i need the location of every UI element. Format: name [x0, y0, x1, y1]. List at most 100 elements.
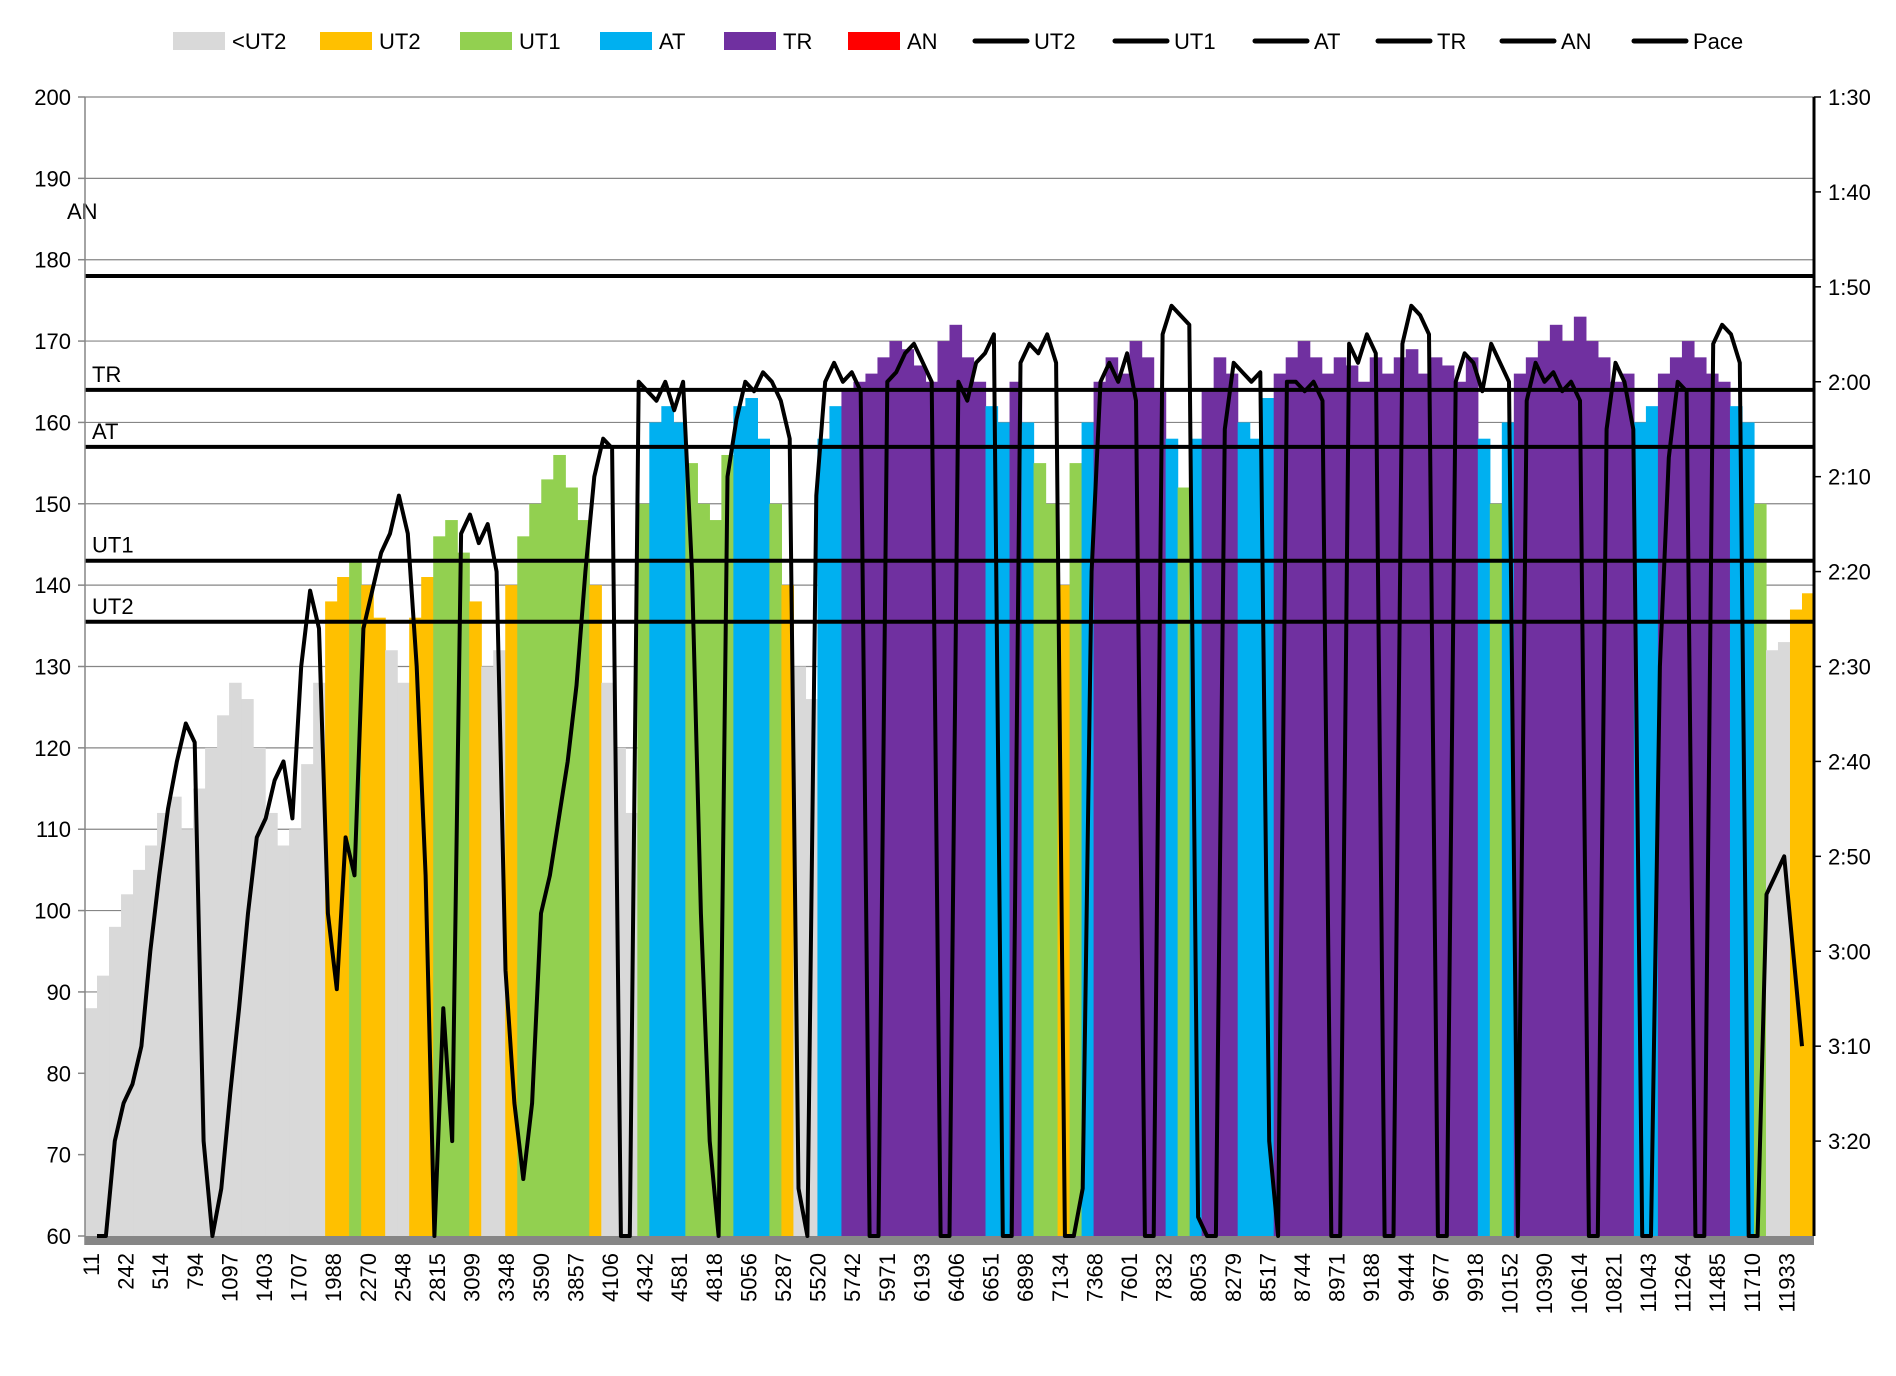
y-tick-label: 130: [34, 655, 71, 680]
x-tick-label: 9444: [1394, 1253, 1419, 1302]
y-tick-label: 140: [34, 573, 71, 598]
hr-bar: [661, 406, 674, 1237]
x-tick-label: 1403: [252, 1253, 277, 1302]
hr-bar: [1465, 357, 1479, 1236]
x-tick-label: 10821: [1601, 1253, 1626, 1314]
hr-bar: [361, 585, 374, 1236]
hr-bar: [505, 585, 518, 1236]
hr-bar: [637, 503, 650, 1236]
legend-label: TR: [783, 29, 812, 54]
hr-bar: [1021, 422, 1035, 1236]
y-tick-label: 190: [34, 166, 71, 191]
pace-line: [97, 303, 1804, 1238]
hr-bar: [589, 585, 602, 1236]
x-tick-label: 7601: [1117, 1253, 1142, 1302]
x-tick-label: 7368: [1082, 1253, 1107, 1302]
hr-bar: [1105, 357, 1119, 1236]
hr-bar: [409, 617, 422, 1236]
hr-bar: [1165, 438, 1179, 1236]
hr-bar: [745, 398, 758, 1236]
hr-bar: [961, 357, 975, 1236]
x-tick-label: 11933: [1774, 1253, 1799, 1313]
x-tick-label: 2815: [425, 1253, 450, 1302]
hr-bar: [1525, 357, 1539, 1236]
hr-bar: [1453, 381, 1467, 1236]
threshold-label: UT1: [92, 533, 134, 558]
hr-bar: [601, 682, 614, 1236]
hr-bar: [757, 438, 770, 1236]
x-tick-label: 8971: [1325, 1253, 1350, 1302]
hr-bar: [649, 422, 662, 1236]
hr-bar: [673, 422, 686, 1236]
hr-bar: [325, 601, 338, 1236]
hr-bar: [1045, 503, 1059, 1236]
y-tick-label: 120: [34, 736, 71, 761]
hr-bar: [1789, 609, 1803, 1236]
threshold-label: AN: [67, 199, 98, 224]
hr-bar: [469, 601, 482, 1236]
hr-bar: [937, 341, 951, 1237]
x-tick-label: 11043: [1636, 1253, 1661, 1313]
hr-bar: [1285, 357, 1299, 1236]
hr-bar: [1609, 381, 1623, 1236]
y-tick-label: 70: [47, 1143, 71, 1168]
x-tick-label: 5056: [736, 1253, 761, 1302]
hr-bar: [1177, 487, 1191, 1236]
x-tick-label: 2548: [390, 1253, 415, 1302]
hr-bar: [1117, 373, 1131, 1237]
y2-tick-label: 1:50: [1828, 275, 1871, 300]
legend-label: AN: [1561, 29, 1592, 54]
y2-tick-label: 2:20: [1828, 560, 1871, 585]
legend-swatch: [724, 32, 776, 50]
threshold-label: TR: [92, 362, 121, 387]
x-tick-label: 2270: [356, 1253, 381, 1302]
hr-bar: [901, 349, 915, 1236]
y2-tick-label: 3:10: [1828, 1034, 1871, 1059]
x-tick-label: 3348: [494, 1253, 519, 1302]
x-tick-label: 1988: [321, 1253, 346, 1302]
hr-bar: [1345, 365, 1359, 1236]
legend-swatch: [320, 32, 372, 50]
y-tick-label: 180: [34, 248, 71, 273]
hr-bar: [241, 699, 254, 1236]
x-tick-label: 3099: [460, 1253, 485, 1302]
y-tick-label: 100: [34, 899, 71, 924]
x-tick-label: 3857: [563, 1253, 588, 1302]
hr-bar: [97, 975, 110, 1236]
legend-swatch: [848, 32, 900, 50]
hr-bar: [1561, 341, 1575, 1237]
hr-bar: [781, 585, 795, 1236]
x-tick-label: 6406: [944, 1253, 969, 1302]
hr-bar: [1765, 650, 1779, 1236]
x-tick-label: 9188: [1359, 1253, 1384, 1302]
hr-bar: [313, 682, 326, 1236]
x-tick-label: 514: [148, 1253, 173, 1290]
threshold-label: UT2: [92, 594, 134, 619]
x-tick-label: 8517: [1255, 1253, 1280, 1302]
hr-bar: [1729, 406, 1743, 1237]
hr-bar: [217, 715, 230, 1236]
hr-bar: [1225, 373, 1239, 1237]
hr-bar: [121, 894, 134, 1236]
hr-bar: [457, 552, 470, 1236]
x-tick-label: 8053: [1186, 1253, 1211, 1302]
hr-bar: [1717, 381, 1731, 1236]
x-tick-label: 1707: [287, 1253, 312, 1302]
x-axis-band: [85, 1236, 1814, 1245]
x-tick-label: 3590: [529, 1253, 554, 1302]
hr-bar: [1441, 365, 1455, 1236]
legend-label: AT: [659, 29, 685, 54]
legend-label: UT2: [1034, 29, 1076, 54]
y2-tick-label: 2:40: [1828, 749, 1871, 774]
y-tick-label: 160: [34, 410, 71, 435]
hr-bar: [769, 503, 783, 1236]
hr-bar: [1657, 373, 1671, 1237]
hr-bar: [1537, 341, 1551, 1237]
hr-bar: [265, 812, 278, 1236]
hr-bar: [1141, 357, 1155, 1236]
x-tick-label: 10390: [1532, 1253, 1557, 1314]
hr-bar: [145, 845, 158, 1236]
hr-bar: [205, 747, 218, 1236]
x-tick-label: 11710: [1740, 1253, 1765, 1313]
